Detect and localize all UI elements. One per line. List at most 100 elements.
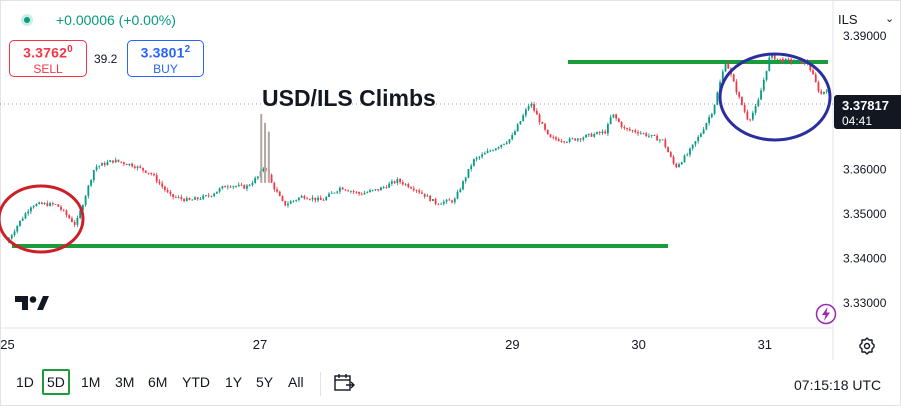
candle-body-139 [385, 187, 388, 188]
candle-body-182 [503, 143, 505, 145]
candle-body-129 [358, 192, 360, 194]
status-dot-icon [21, 14, 33, 26]
buy-button[interactable]: 3.38012 BUY [127, 40, 204, 77]
candle-body-118 [328, 193, 330, 197]
settings-gear-icon[interactable] [858, 337, 876, 355]
y-tick-label-0: 3.39000 [843, 29, 887, 43]
candle-body-89 [248, 184, 251, 186]
candle-body-23 [68, 215, 71, 219]
candle-body-79 [221, 186, 224, 189]
y-tick-label-4: 3.34000 [843, 251, 887, 265]
candle-body-143 [396, 179, 399, 184]
candle-body-260 [716, 92, 719, 105]
candle-body-172 [475, 157, 478, 160]
tf-ytd-button[interactable]: YTD [182, 374, 210, 390]
candle-body-284 [782, 58, 784, 63]
candle-body-45 [128, 163, 131, 166]
candle-body-220 [607, 124, 609, 134]
candle-body-67 [188, 198, 191, 200]
candle-body-147 [407, 183, 410, 188]
candle-body-115 [319, 197, 322, 201]
candle-body-41 [117, 159, 120, 162]
candle-body-239 [658, 139, 661, 141]
x-axis-ticks: 25 27 29 30 31 [0, 337, 772, 352]
candle-body-103 [287, 203, 289, 206]
lightning-icon[interactable] [815, 303, 837, 325]
candle-body-50 [142, 167, 144, 171]
candle-body-21 [62, 209, 65, 211]
candle-body-187 [516, 124, 519, 132]
candle-body-285 [784, 58, 787, 63]
candle-body-273 [751, 112, 754, 120]
candle-body-149 [412, 188, 415, 191]
candle-body-226 [623, 126, 626, 129]
candle-body-218 [601, 131, 604, 134]
buy-price: 3.38012 [140, 44, 191, 61]
tf-5d-button[interactable]: 5D [42, 369, 70, 395]
candle-body-82 [229, 186, 232, 188]
candle-body-262 [721, 71, 724, 82]
tf-5y-button[interactable]: 5Y [256, 374, 274, 390]
candle-body-165 [456, 192, 459, 199]
candle-body-73 [205, 195, 207, 197]
candle-body-123 [341, 187, 344, 190]
sell-button[interactable]: 3.37620 SELL [9, 40, 87, 77]
candle-body-88 [246, 185, 248, 189]
candle-body-217 [598, 132, 601, 134]
candle-body-104 [289, 201, 292, 204]
current-price-tag: 3.37817 04:41 [834, 95, 901, 129]
candle-body-91 [254, 178, 257, 184]
candle-body-32 [92, 170, 95, 181]
candle-body-16 [49, 202, 51, 207]
tf-1y-button[interactable]: 1Y [225, 374, 243, 390]
candle-body-259 [713, 104, 716, 114]
candle-body-289 [795, 60, 798, 62]
candle-body-64 [180, 197, 183, 199]
candle-body-162 [448, 199, 451, 201]
candle-body-69 [194, 197, 196, 200]
y-axis-ticks: 3.390003.370003.360003.350003.340003.330… [843, 29, 887, 310]
candle-body-249 [686, 154, 689, 156]
candle-body-148 [410, 187, 412, 189]
candle-body-85 [237, 184, 240, 187]
candle-body-113 [314, 197, 317, 201]
candle-body-120 [333, 192, 336, 194]
candle-body-253 [697, 136, 700, 142]
candle-body-178 [492, 150, 494, 152]
candle-body-256 [705, 123, 708, 130]
tf-1m-button[interactable]: 1M [81, 374, 101, 390]
candle-body-192 [530, 104, 533, 107]
high-circle [718, 52, 832, 142]
candle-body-203 [560, 141, 563, 142]
candle-body-4 [16, 225, 19, 232]
candle-body-225 [620, 121, 623, 127]
tf-all-button[interactable]: All [288, 374, 304, 390]
candle-body-80 [224, 186, 226, 188]
candle-body-237 [653, 134, 656, 136]
candle-body-274 [754, 106, 757, 113]
candle-body-198 [546, 129, 549, 135]
currency-select[interactable]: ILS ⌄ [838, 12, 894, 27]
candle-body-138 [382, 187, 385, 188]
candle-body-191 [527, 106, 530, 110]
candle-body-36 [103, 163, 106, 166]
tf-3m-button[interactable]: 3M [115, 374, 135, 390]
candle-body-247 [680, 162, 683, 165]
candle-body-27 [79, 210, 82, 218]
currency-label: ILS [838, 12, 858, 27]
candle-body-241 [664, 139, 667, 148]
candle-body-105 [292, 200, 295, 202]
tf-6m-button[interactable]: 6M [148, 374, 168, 390]
x-tick-label-3: 30 [631, 337, 645, 352]
candle-body-127 [352, 191, 355, 192]
candle-body-286 [787, 58, 790, 60]
candle-body-195 [538, 114, 541, 123]
tf-1d-button[interactable]: 1D [16, 374, 34, 390]
candle-body-159 [440, 203, 443, 205]
candle-body-190 [524, 109, 527, 116]
calendar-icon[interactable] [333, 373, 355, 393]
utc-clock[interactable]: 07:15:18 UTC [794, 377, 882, 393]
candle-body-177 [489, 150, 492, 152]
candle-body-242 [667, 147, 669, 153]
